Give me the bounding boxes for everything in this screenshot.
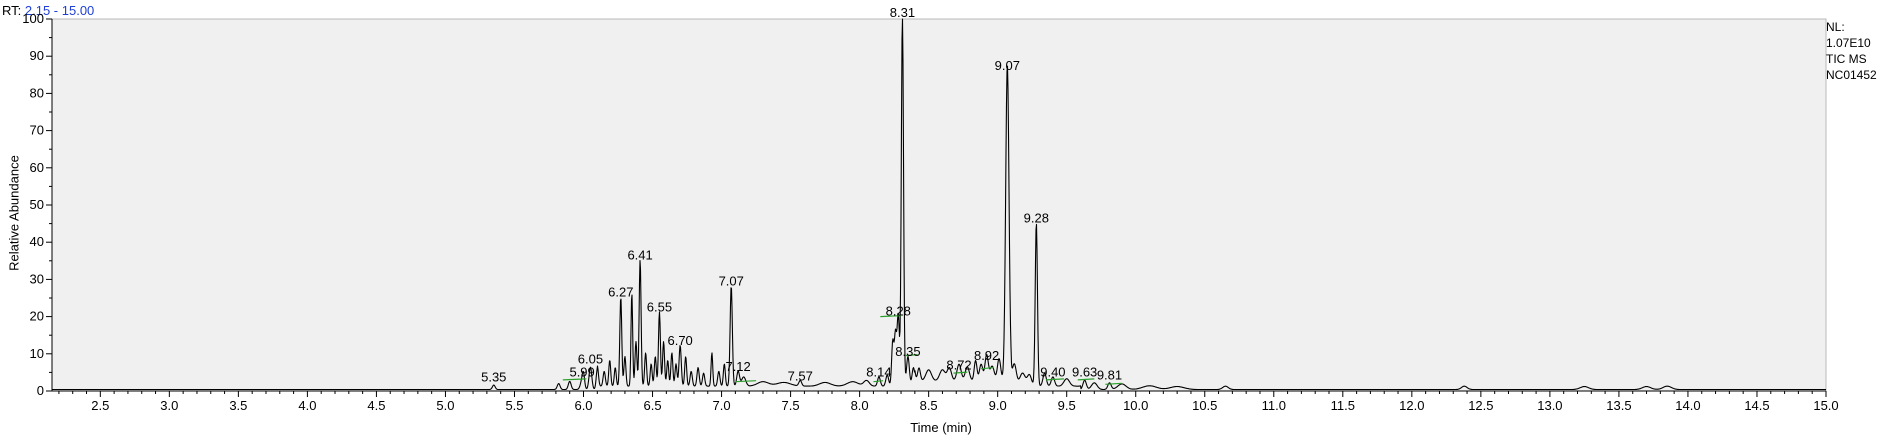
x-tick-label: 7.0 (713, 398, 731, 413)
peak-label: 7.07 (719, 274, 744, 289)
peak-label: 9.40 (1040, 365, 1065, 380)
peak-label: 8.35 (895, 344, 920, 359)
x-tick-label: 13.0 (1537, 398, 1562, 413)
peak-label: 9.28 (1024, 210, 1049, 225)
peak-label: 7.12 (725, 359, 750, 374)
peak-label: 6.27 (608, 285, 633, 300)
y-tick-label: 70 (30, 123, 44, 138)
peak-label: 8.28 (886, 303, 911, 318)
x-tick-label: 12.0 (1399, 398, 1424, 413)
tic-trace (51, 18, 1827, 391)
x-tick-label: 11.5 (1331, 398, 1355, 413)
peak-label: 8.31 (890, 5, 915, 20)
rt-range-header: RT: 2.15 - 15.00 (2, 3, 94, 18)
baseline-marker (1077, 378, 1095, 381)
peak-label: 8.72 (946, 357, 971, 372)
y-tick-label: 40 (30, 234, 44, 249)
x-axis-label: Time (min) (910, 420, 972, 435)
peak-label: 5.99 (569, 365, 594, 380)
peak-label: 6.55 (647, 300, 672, 315)
y-axis-label: Relative Abundance (6, 155, 22, 271)
baseline-marker (1105, 382, 1122, 385)
baseline-marker (873, 380, 884, 383)
scan-type: TIC MS (1826, 52, 1867, 66)
normalization-value: 1.07E10 (1826, 36, 1871, 50)
y-tick-label: 50 (30, 197, 44, 212)
x-tick-label: 12.5 (1468, 398, 1493, 413)
baseline-marker (953, 371, 968, 374)
normalization-label: NL: (1826, 20, 1845, 34)
peak-label: 9.63 (1072, 365, 1097, 380)
x-tick-label: 4.0 (298, 398, 316, 413)
sample-name: NC01452 (1826, 68, 1877, 82)
x-tick-label: 10.5 (1192, 398, 1217, 413)
y-tick-label: 10 (30, 346, 44, 361)
rt-range-value: 2.15 - 15.00 (24, 3, 95, 18)
y-tick-label: 30 (30, 271, 44, 286)
peak-label: 9.07 (995, 58, 1020, 73)
baseline-marker (981, 367, 994, 370)
x-tick-label: 14.5 (1744, 398, 1769, 413)
baseline-marker (562, 378, 587, 381)
peak-label: 9.81 (1097, 367, 1122, 382)
x-tick-label: 15.0 (1813, 398, 1838, 413)
baseline-marker (905, 354, 918, 357)
peak-label: 6.70 (667, 333, 692, 348)
x-tick-label: 4.5 (367, 398, 385, 413)
y-tick-label: 90 (30, 48, 44, 63)
x-tick-label: 6.5 (643, 398, 661, 413)
baseline-marker (880, 315, 902, 318)
x-tick-label: 14.0 (1675, 398, 1700, 413)
x-tick-label: 6.0 (574, 398, 592, 413)
baseline-marker (735, 380, 757, 383)
x-tick-label: 10.0 (1123, 398, 1148, 413)
x-tick-label: 8.0 (851, 398, 869, 413)
peak-label: 7.57 (788, 368, 813, 383)
y-tick-label: 100 (22, 11, 44, 26)
x-tick-label: 5.0 (436, 398, 454, 413)
x-tick-label: 5.5 (505, 398, 523, 413)
y-tick-label: 0 (37, 383, 44, 398)
peak-label: 8.14 (866, 365, 891, 380)
x-tick-label: 11.0 (1262, 398, 1286, 413)
x-tick-label: 9.5 (1058, 398, 1076, 413)
x-tick-label: 2.5 (91, 398, 109, 413)
x-tick-label: 3.5 (229, 398, 247, 413)
scan-info-panel: NL: 1.07E10 TIC MS NC01452 (1826, 19, 1877, 83)
x-tick-label: 7.5 (782, 398, 800, 413)
rt-label: RT: (2, 3, 22, 18)
x-tick-label: 3.0 (160, 398, 178, 413)
peak-label: 6.41 (627, 248, 652, 263)
x-tick-label: 8.5 (920, 398, 938, 413)
peak-label: 6.05 (578, 352, 603, 367)
y-tick-label: 80 (30, 85, 44, 100)
plot-area (51, 18, 1827, 392)
peak-label: 5.35 (481, 370, 506, 385)
y-tick-label: 60 (30, 160, 44, 175)
x-tick-label: 9.0 (989, 398, 1007, 413)
x-tick-label: 13.5 (1606, 398, 1631, 413)
y-tick-label: 20 (30, 309, 44, 324)
baseline-marker (1045, 378, 1064, 381)
peak-label: 8.92 (974, 348, 999, 363)
